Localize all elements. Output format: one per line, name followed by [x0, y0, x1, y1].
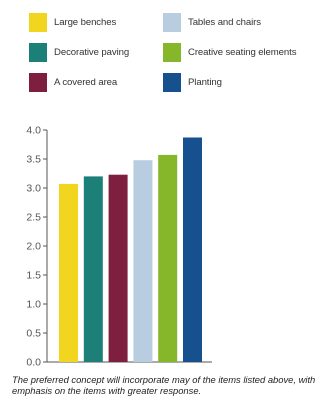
legend-item-planting: Planting [163, 70, 222, 94]
y-tick-label: 3.0 [26, 183, 41, 195]
y-tick-label: 4.0 [26, 125, 41, 137]
y-tick-label: 0.5 [26, 328, 41, 340]
chart-legend: Large benches Decorative paving A covere… [0, 0, 328, 110]
legend-item-creative-seating: Creative seating elements [163, 40, 297, 64]
y-tick-label: 0.0 [26, 357, 41, 369]
bar [83, 176, 103, 362]
y-axis: 0.0 0.5 1.0 1.5 2.0 2.5 3.0 3.5 4.0 [26, 125, 212, 369]
y-tick-label: 1.0 [26, 299, 41, 311]
legend-label: Tables and chairs [188, 16, 261, 28]
legend-swatch [163, 72, 181, 92]
legend-swatch [29, 72, 47, 92]
bar [133, 160, 153, 362]
legend-item-decorative-paving: Decorative paving [29, 40, 129, 64]
y-tick-label: 1.5 [26, 270, 41, 282]
legend-label: Creative seating elements [188, 46, 297, 58]
y-tick-label: 3.5 [26, 154, 41, 166]
bar [183, 137, 202, 362]
legend-item-tables-and-chairs: Tables and chairs [163, 10, 261, 34]
chart-caption: The preferred concept will incorporate m… [12, 374, 316, 396]
bar [158, 154, 178, 362]
legend-swatch [163, 42, 181, 62]
legend-label: Planting [188, 76, 222, 88]
legend-swatch [29, 12, 47, 32]
y-tick-label: 2.5 [26, 212, 41, 224]
legend-label: A covered area [54, 76, 118, 88]
legend-label: Large benches [54, 16, 117, 28]
legend-swatch [163, 12, 181, 32]
y-tick-label: 2.0 [26, 241, 41, 253]
legend-item-covered-area: A covered area [29, 70, 117, 94]
legend-item-large-benches: Large benches [29, 10, 116, 34]
bar-chart: 0.0 0.5 1.0 1.5 2.0 2.5 3.0 3.5 4.0 [26, 125, 212, 369]
bar [59, 183, 78, 362]
bars [59, 137, 202, 362]
legend-swatch [29, 42, 47, 62]
bar [108, 174, 128, 362]
legend-label: Decorative paving [54, 46, 130, 58]
